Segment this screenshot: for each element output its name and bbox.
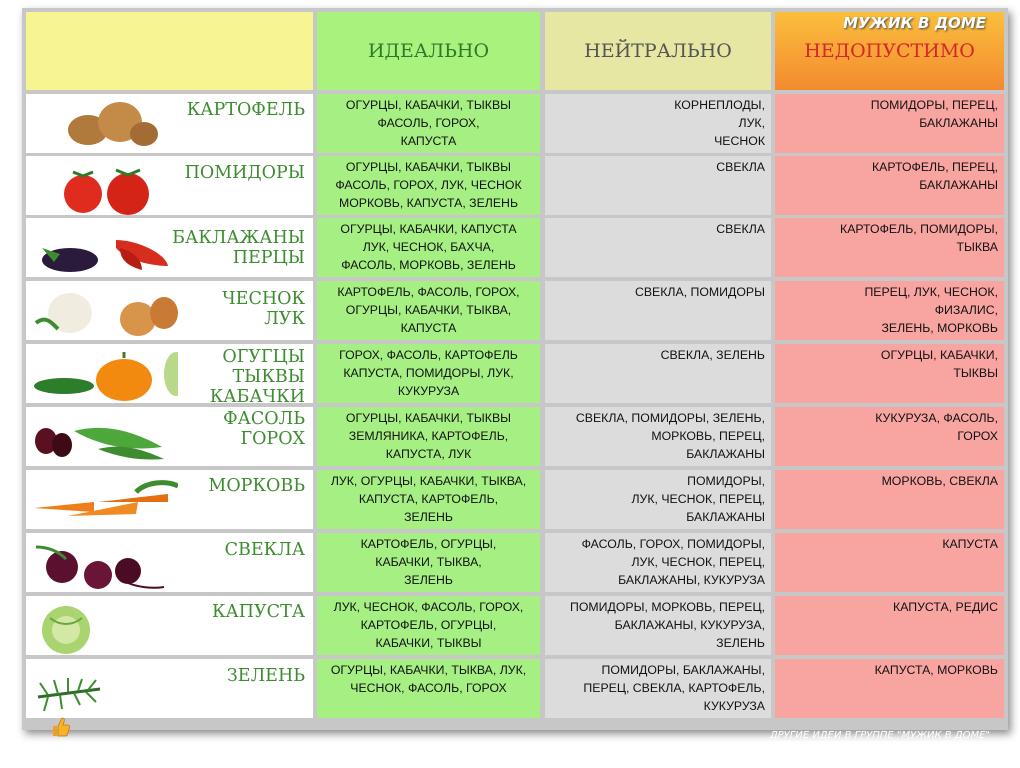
ideal-cell: ОГУРЦЫ, КАБАЧКИ, ТЫКВЫ ФАСОЛЬ, ГОРОХ, КА…: [317, 94, 540, 153]
ideal-cell: КАРТОФЕЛЬ, ФАСОЛЬ, ГОРОХ, ОГУРЦЫ, КАБАЧК…: [317, 281, 540, 340]
potato-icon: [28, 96, 178, 154]
garlic-onion-icon: [28, 283, 178, 341]
footer-note: ДРУГИЕ ИДЕИ В ГРУППЕ "МУЖИК В ДОМЕ": [769, 730, 990, 741]
plant-cell: КАПУСТА: [26, 596, 313, 655]
table-row: ЧЕСНОК ЛУК КАРТОФЕЛЬ, ФАСОЛЬ, ГОРОХ, ОГУР…: [26, 281, 1004, 340]
plant-name: КАПУСТА: [211, 602, 305, 622]
forbidden-cell: КАПУСТА: [775, 533, 1004, 592]
header-plant: [26, 12, 313, 90]
plant-cell: ПОМИДОРЫ: [26, 156, 313, 215]
thumbs-up-icon: [53, 717, 70, 737]
plant-name: КАРТОФЕЛЬ: [186, 100, 305, 120]
ideal-cell: ОГУРЦЫ, КАБАЧКИ, ТЫКВА, ЛУК, ЧЕСНОК, ФАС…: [317, 659, 540, 718]
cucumber-pumpkin-zucchini-icon: [28, 346, 188, 404]
forbidden-cell: ПЕРЕЦ, ЛУК, ЧЕСНОК, ФИЗАЛИС, ЗЕЛЕНЬ, МОР…: [775, 281, 1004, 340]
forbidden-cell: КАПУСТА, РЕДИС: [775, 596, 1004, 655]
dill-icon: [28, 661, 178, 719]
plant-cell: ОГУГЦЫ ТЫКВЫ КАБАЧКИ: [26, 344, 313, 407]
plant-name: ПОМИДОРЫ: [184, 163, 305, 183]
plant-name: МОРКОВЬ: [208, 476, 305, 496]
ideal-cell: ЛУК, ЧЕСНОК, ФАСОЛЬ, ГОРОХ, КАРТОФЕЛЬ, О…: [317, 596, 540, 655]
neutral-cell: СВЕКЛА: [545, 156, 771, 215]
neutral-cell: СВЕКЛА, ЗЕЛЕНЬ: [545, 344, 771, 403]
beet-icon: [28, 535, 178, 593]
forbidden-cell: КУКУРУЗА, ФАСОЛЬ, ГОРОХ: [775, 407, 1004, 466]
neutral-cell: ПОМИДОРЫ, ЛУК, ЧЕСНОК, ПЕРЕЦ, БАКЛАЖАНЫ: [545, 470, 771, 529]
neutral-cell: ПОМИДОРЫ, БАКЛАЖАНЫ, ПЕРЕЦ, СВЕКЛА, КАРТ…: [545, 659, 771, 718]
header-forbidden: МУЖИК В ДОМЕ НЕДОПУСТИМО: [775, 12, 1004, 90]
table-row: БАКЛАЖАНЫ ПЕРЦЫ ОГУРЦЫ, КАБАЧКИ, КАПУСТА …: [26, 218, 1004, 277]
beans-peas-icon: [28, 409, 178, 467]
forbidden-cell: КАПУСТА, МОРКОВЬ: [775, 659, 1004, 718]
eggplant-pepper-icon: [28, 220, 178, 278]
header-neutral: НЕЙТРАЛЬНО: [545, 12, 771, 90]
table-row: МОРКОВЬ ЛУК, ОГУРЦЫ, КАБАЧКИ, ТЫКВА, КАПУ…: [26, 470, 1004, 529]
ideal-cell: ОГУРЦЫ, КАБАЧКИ, КАПУСТА ЛУК, ЧЕСНОК, БА…: [317, 218, 540, 277]
compatibility-table: ИДЕАЛЬНО НЕЙТРАЛЬНО МУЖИК В ДОМЕ НЕДОПУС…: [22, 8, 1008, 741]
forbidden-cell: ОГУРЦЫ, КАБАЧКИ, ТЫКВЫ: [775, 344, 1004, 403]
carrot-icon: [28, 472, 180, 530]
forbidden-cell: ПОМИДОРЫ, ПЕРЕЦ, БАКЛАЖАНЫ: [775, 94, 1004, 153]
plant-name: ОГУГЦЫ ТЫКВЫ КАБАЧКИ: [209, 347, 305, 407]
plant-cell: ФАСОЛЬ ГОРОХ: [26, 407, 313, 466]
ideal-cell: ЛУК, ОГУРЦЫ, КАБАЧКИ, ТЫКВА, КАПУСТА, КА…: [317, 470, 540, 529]
table-row: КАПУСТА ЛУК, ЧЕСНОК, ФАСОЛЬ, ГОРОХ, КАРТО…: [26, 596, 1004, 655]
neutral-cell: СВЕКЛА, ПОМИДОРЫ: [545, 281, 771, 340]
tomato-icon: [28, 158, 178, 216]
plant-cell: ЗЕЛЕНЬ: [26, 659, 313, 718]
plant-cell: ЧЕСНОК ЛУК: [26, 281, 313, 340]
plant-name: СВЕКЛА: [224, 540, 305, 560]
neutral-cell: ФАСОЛЬ, ГОРОХ, ПОМИДОРЫ, ЛУК, ЧЕСНОК, ПЕ…: [545, 533, 771, 592]
table-row: СВЕКЛА КАРТОФЕЛЬ, ОГУРЦЫ, КАБАЧКИ, ТЫКВА,…: [26, 533, 1004, 592]
ideal-cell: ОГУРЦЫ, КАБАЧКИ, ТЫКВЫ ФАСОЛЬ, ГОРОХ, ЛУ…: [317, 156, 540, 215]
neutral-cell: СВЕКЛА, ПОМИДОРЫ, ЗЕЛЕНЬ, МОРКОВЬ, ПЕРЕЦ…: [545, 407, 771, 466]
plant-name: ЗЕЛЕНЬ: [226, 666, 305, 686]
table-row: ПОМИДОРЫ ОГУРЦЫ, КАБАЧКИ, ТЫКВЫ ФАСОЛЬ, Г…: [26, 156, 1004, 215]
forbidden-cell: КАРТОФЕЛЬ, ПЕРЕЦ, БАКЛАЖАНЫ: [775, 156, 1004, 215]
cabbage-icon: [28, 598, 178, 656]
neutral-cell: ПОМИДОРЫ, МОРКОВЬ, ПЕРЕЦ, БАКЛАЖАНЫ, КУК…: [545, 596, 771, 655]
ideal-cell: КАРТОФЕЛЬ, ОГУРЦЫ, КАБАЧКИ, ТЫКВА, ЗЕЛЕН…: [317, 533, 540, 592]
plant-name: ЧЕСНОК ЛУК: [222, 289, 305, 329]
plant-name: ФАСОЛЬ ГОРОХ: [223, 409, 305, 449]
forbidden-cell: КАРТОФЕЛЬ, ПОМИДОРЫ, ТЫКВА: [775, 218, 1004, 277]
neutral-cell: СВЕКЛА: [545, 218, 771, 277]
table-row: ЗЕЛЕНЬ ОГУРЦЫ, КАБАЧКИ, ТЫКВА, ЛУК, ЧЕСНО…: [26, 659, 1004, 718]
table-row: КАРТОФЕЛЬ ОГУРЦЫ, КАБАЧКИ, ТЫКВЫ ФАСОЛЬ, …: [26, 94, 1004, 153]
plant-cell: БАКЛАЖАНЫ ПЕРЦЫ: [26, 218, 313, 277]
plant-cell: СВЕКЛА: [26, 533, 313, 592]
table-row: ОГУГЦЫ ТЫКВЫ КАБАЧКИ ГОРОХ, ФАСОЛЬ, КАРТО…: [26, 344, 1004, 407]
plant-name: БАКЛАЖАНЫ ПЕРЦЫ: [172, 228, 305, 268]
plant-cell: КАРТОФЕЛЬ: [26, 94, 313, 153]
forbidden-cell: МОРКОВЬ, СВЕКЛА: [775, 470, 1004, 529]
header-forbidden-label: НЕДОПУСТИМО: [804, 40, 975, 62]
header-ideal: ИДЕАЛЬНО: [317, 12, 540, 90]
plant-cell: МОРКОВЬ: [26, 470, 313, 529]
ideal-cell: ГОРОХ, ФАСОЛЬ, КАРТОФЕЛЬ КАПУСТА, ПОМИДО…: [317, 344, 540, 403]
neutral-cell: КОРНЕПЛОДЫ, ЛУК, ЧЕСНОК: [545, 94, 771, 153]
ideal-cell: ОГУРЦЫ, КАБАЧКИ, ТЫКВЫ ЗЕМЛЯНИКА, КАРТОФ…: [317, 407, 540, 466]
brand-logo: МУЖИК В ДОМЕ: [843, 14, 986, 32]
table-row: ФАСОЛЬ ГОРОХ ОГУРЦЫ, КАБАЧКИ, ТЫКВЫ ЗЕМЛЯ…: [26, 407, 1004, 466]
